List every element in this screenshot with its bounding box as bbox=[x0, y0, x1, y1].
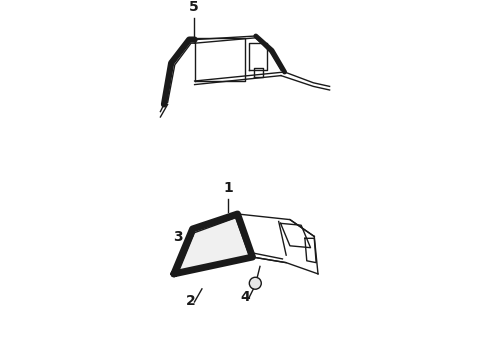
Text: 5: 5 bbox=[189, 0, 198, 14]
Text: 4: 4 bbox=[240, 290, 250, 304]
Circle shape bbox=[249, 277, 261, 289]
Text: 2: 2 bbox=[186, 294, 196, 307]
Text: 1: 1 bbox=[223, 181, 233, 195]
Text: 3: 3 bbox=[173, 230, 182, 244]
Polygon shape bbox=[174, 214, 252, 274]
